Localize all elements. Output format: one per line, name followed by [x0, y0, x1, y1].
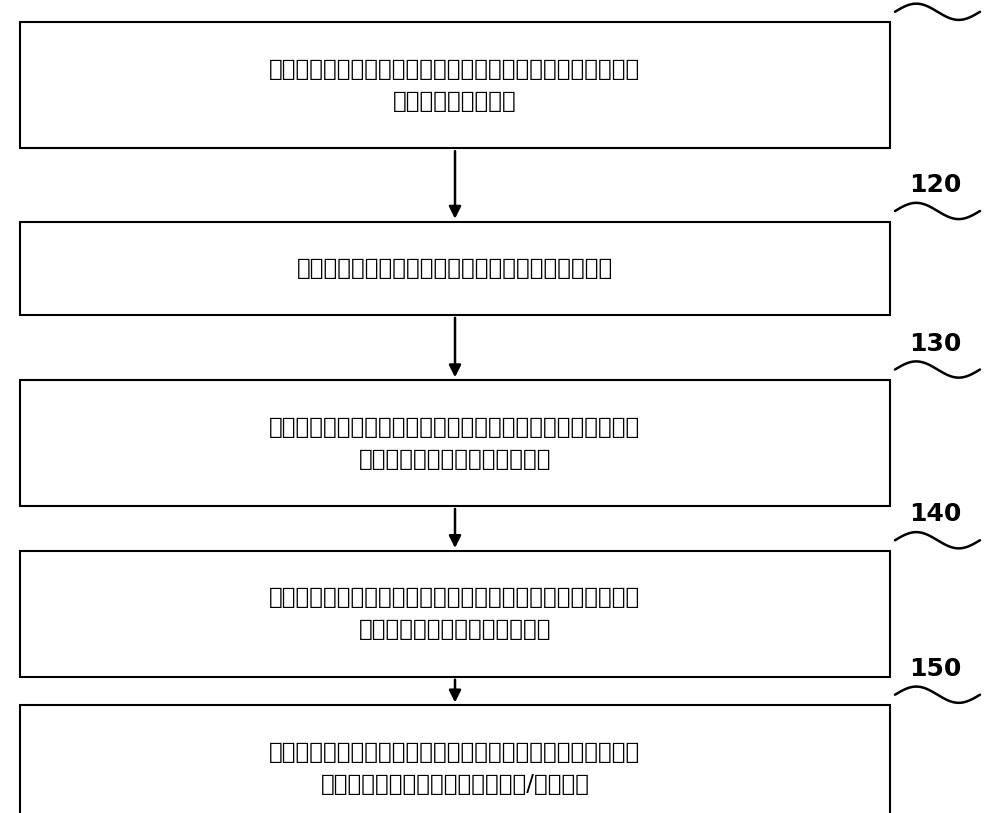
- Text: 130: 130: [909, 332, 961, 356]
- FancyBboxPatch shape: [20, 705, 890, 813]
- FancyBboxPatch shape: [20, 221, 890, 315]
- Text: 根据所述修正优化的参数对预测功率值进行调整，并按照调整
后的预测功率值控制储能侧进行充/放电控制: 根据所述修正优化的参数对预测功率值进行调整，并按照调整 后的预测功率值控制储能侧…: [269, 741, 641, 796]
- Text: 对修正函数的参数进行优化，以使得利用优化后的修正函数计
算得到的双细则考核分数差最小: 对修正函数的参数进行优化，以使得利用优化后的修正函数计 算得到的双细则考核分数差…: [269, 586, 641, 641]
- Text: 获取电站中发电侧历史数据，根据所述历史数据得到电站实际
发电情况和限电情况: 获取电站中发电侧历史数据，根据所述历史数据得到电站实际 发电情况和限电情况: [269, 58, 641, 113]
- FancyBboxPatch shape: [20, 380, 890, 506]
- Text: 120: 120: [909, 173, 961, 198]
- Text: 结合所述站实际发电情况、限电情况和加入电站储能设备后的
实发功率计算双细则考核分数差: 结合所述站实际发电情况、限电情况和加入电站储能设备后的 实发功率计算双细则考核分…: [269, 415, 641, 471]
- FancyBboxPatch shape: [20, 551, 890, 676]
- Text: 140: 140: [909, 502, 961, 527]
- Text: 150: 150: [909, 657, 961, 681]
- FancyBboxPatch shape: [20, 22, 890, 149]
- Text: 根据储能侧参数计算加入电站储能设备后的实发功率: 根据储能侧参数计算加入电站储能设备后的实发功率: [297, 257, 613, 280]
